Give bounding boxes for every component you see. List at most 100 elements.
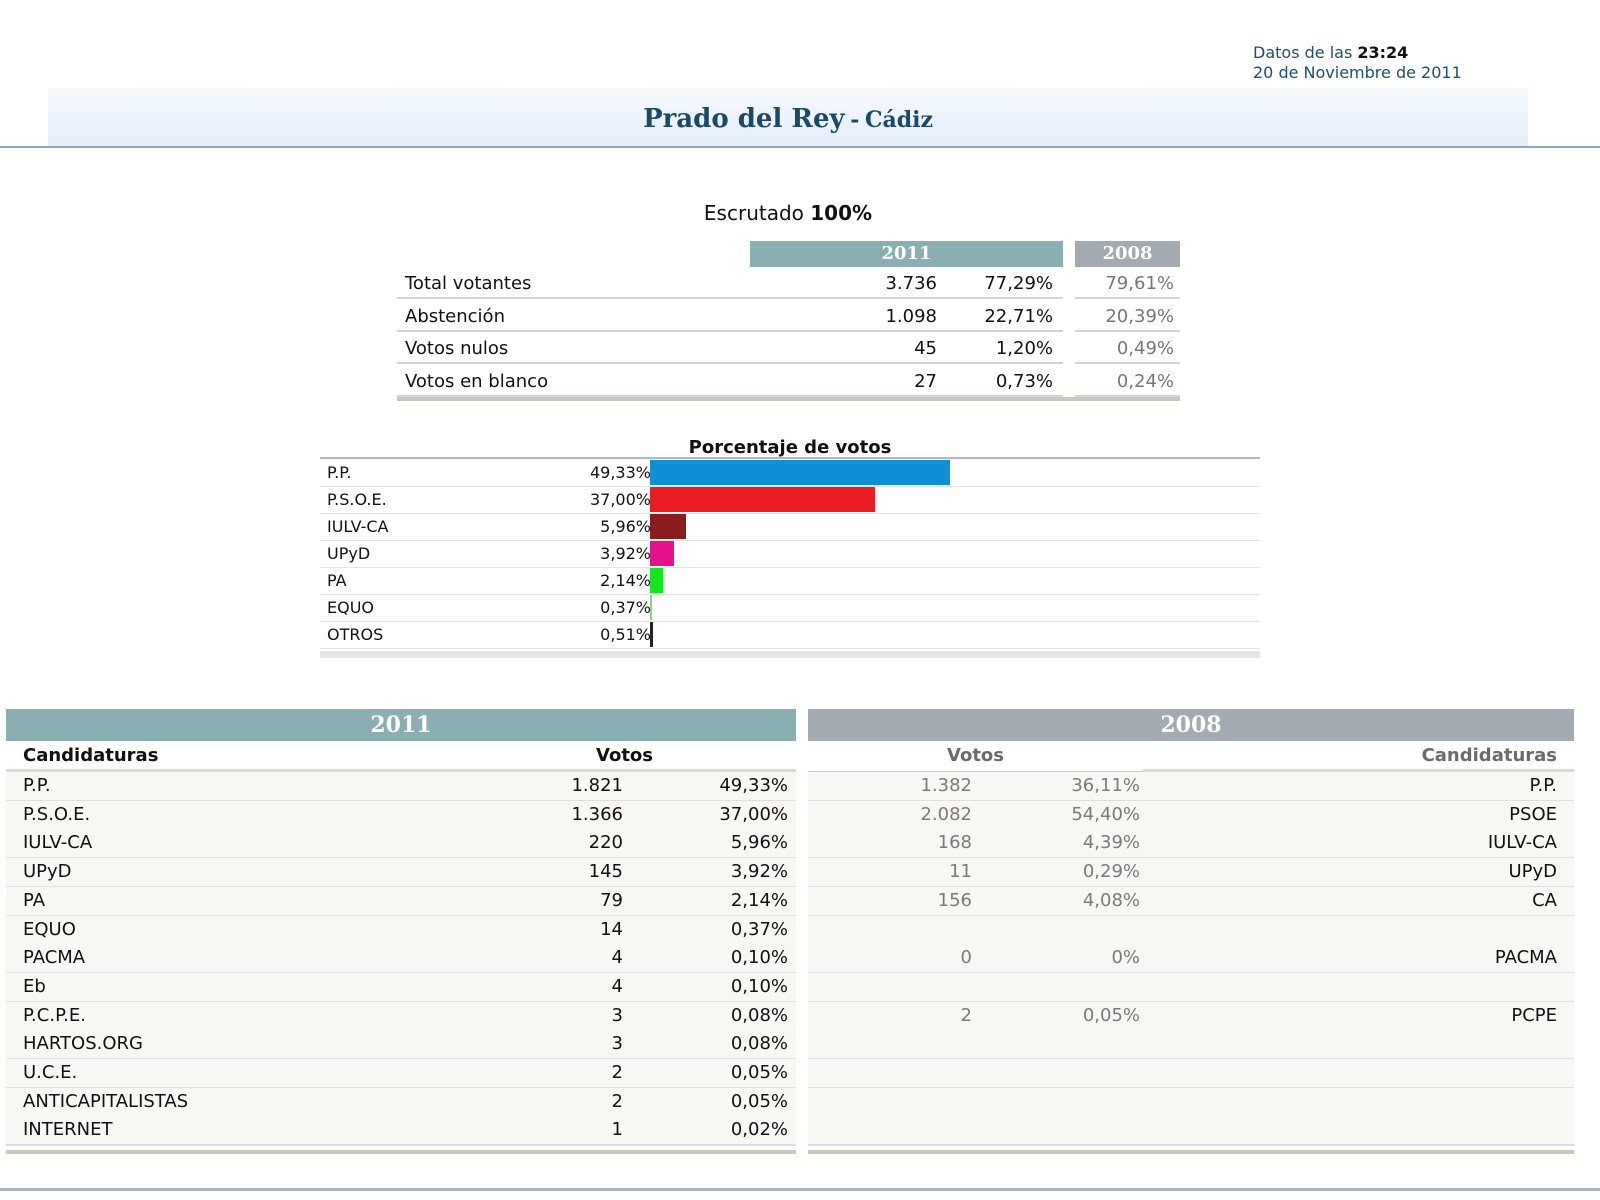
candidate-name-2008: PCPE bbox=[1511, 1004, 1557, 1026]
chart-party-label: PA bbox=[327, 571, 347, 590]
candidate-votes-2008: 2 bbox=[960, 1004, 972, 1026]
row-rule bbox=[1075, 329, 1180, 332]
chart-percent-label: 0,37% bbox=[600, 598, 651, 617]
chart-row: IULV-CA 5,96% bbox=[320, 513, 1260, 541]
candidate-votes-2008: 2.082 bbox=[920, 803, 972, 825]
candidate-row-2008: 168 4,39% IULV-CA bbox=[808, 829, 1574, 860]
candidate-row-2011: INTERNET 1 0,02% bbox=[6, 1116, 796, 1147]
candidate-percent: 5,96% bbox=[730, 832, 788, 854]
candidate-percent: 0,08% bbox=[730, 1033, 788, 1055]
candidate-percent: 0,08% bbox=[730, 1004, 788, 1026]
col-candidatures-2011: Candidaturas bbox=[23, 745, 159, 766]
candidate-votes: 2 bbox=[611, 1062, 623, 1083]
row-rule bbox=[397, 329, 1063, 332]
candidate-row-2008 bbox=[808, 1030, 1574, 1061]
candidate-votes: 145 bbox=[588, 861, 623, 883]
candidate-percent: 2,14% bbox=[730, 889, 788, 911]
candidate-name: P.C.P.E. bbox=[23, 1004, 86, 1026]
candidate-row-2011: P.P. 1.821 49,33% bbox=[6, 772, 796, 802]
col-candidatures-2008: Candidaturas bbox=[1421, 745, 1557, 766]
candidates-2008-bottom-rule bbox=[808, 1150, 1574, 1154]
candidate-percent-2008: 4,08% bbox=[1082, 889, 1140, 911]
candidate-row-2011: PA 79 2,14% bbox=[6, 886, 796, 917]
candidate-row-2011: PACMA 4 0,10% bbox=[6, 944, 796, 975]
update-info: Datos de las 23:24 20 de Noviembre de 20… bbox=[1253, 43, 1462, 83]
row-rule bbox=[1075, 394, 1180, 397]
candidate-row-2008: 2.082 54,40% PSOE bbox=[808, 800, 1574, 831]
candidate-name: Eb bbox=[23, 975, 46, 997]
candidate-name-2008: P.P. bbox=[1529, 775, 1557, 796]
candidate-name-2008: IULV-CA bbox=[1487, 832, 1557, 854]
summary-previous-percent: 79,61% bbox=[1105, 273, 1174, 294]
title-divider bbox=[0, 146, 1600, 148]
chart-percent-label: 2,14% bbox=[600, 571, 651, 590]
candidate-name: U.C.E. bbox=[23, 1062, 78, 1083]
candidates-header-2011: 2011 bbox=[6, 709, 796, 741]
province-name: Cádiz bbox=[864, 107, 933, 133]
summary-row: Votos nulos 45 1,20% 0,49% bbox=[397, 333, 1180, 364]
title-separator: - bbox=[850, 107, 860, 133]
chart-row: UPyD 3,92% bbox=[320, 540, 1260, 568]
candidate-row-2008: 156 4,08% CA bbox=[808, 886, 1574, 917]
chart-bar bbox=[650, 514, 687, 539]
candidate-row-2008 bbox=[808, 1087, 1574, 1118]
row-rule bbox=[1075, 297, 1180, 299]
candidate-percent-2008: 36,11% bbox=[1071, 775, 1140, 796]
candidate-percent: 0,37% bbox=[730, 918, 788, 940]
candidate-name-2008: PACMA bbox=[1494, 947, 1557, 969]
candidate-votes: 220 bbox=[588, 832, 623, 854]
candidate-row-2011: U.C.E. 2 0,05% bbox=[6, 1059, 796, 1089]
candidate-votes: 1.366 bbox=[571, 803, 623, 825]
summary-number: 1.098 bbox=[885, 305, 937, 327]
row-rule bbox=[397, 297, 1063, 299]
candidate-votes: 3 bbox=[611, 1033, 623, 1055]
candidate-votes: 2 bbox=[611, 1090, 623, 1112]
summary-label: Votos en blanco bbox=[405, 370, 549, 392]
candidate-percent: 0,02% bbox=[730, 1119, 788, 1141]
chart-party-label: EQUO bbox=[327, 598, 375, 617]
candidate-name: P.S.O.E. bbox=[23, 803, 91, 825]
candidate-votes-2008: 1.382 bbox=[920, 775, 972, 796]
summary-header-2008: 2008 bbox=[1075, 241, 1180, 267]
candidate-percent-2008: 0,29% bbox=[1082, 861, 1140, 883]
candidate-votes: 4 bbox=[611, 947, 623, 969]
summary-percent: 1,20% bbox=[995, 338, 1053, 359]
col-votes-2011: Votos bbox=[596, 745, 653, 766]
chart-percent-label: 3,92% bbox=[600, 544, 651, 563]
chart-bar bbox=[650, 541, 674, 566]
chart-party-label: P.S.O.E. bbox=[327, 490, 387, 509]
candidate-percent: 0,10% bbox=[730, 975, 788, 997]
candidate-row-2011: UPyD 145 3,92% bbox=[6, 858, 796, 889]
chart-party-label: OTROS bbox=[327, 625, 384, 644]
chart-percent-label: 0,51% bbox=[600, 625, 651, 644]
candidate-percent: 0,05% bbox=[730, 1090, 788, 1112]
summary-label: Abstención bbox=[405, 305, 505, 327]
candidate-votes: 1 bbox=[611, 1119, 623, 1141]
update-prefix: Datos de las bbox=[1253, 43, 1353, 62]
chart-bar bbox=[650, 487, 875, 512]
chart-row: OTROS 0,51% bbox=[320, 621, 1260, 649]
candidate-name-2008: CA bbox=[1532, 889, 1557, 911]
candidate-row-2011: EQUO 14 0,37% bbox=[6, 915, 796, 946]
candidate-percent: 37,00% bbox=[719, 803, 788, 825]
chart-top-rule bbox=[320, 457, 1260, 459]
candidate-name: PA bbox=[23, 889, 46, 911]
update-date: 20 de Noviembre de 2011 bbox=[1253, 63, 1462, 82]
chart-percent-label: 5,96% bbox=[600, 517, 651, 536]
chart-row: EQUO 0,37% bbox=[320, 594, 1260, 622]
candidate-votes-2008: 0 bbox=[960, 947, 972, 969]
candidate-votes: 14 bbox=[600, 918, 623, 940]
candidate-name: ANTICAPITALISTAS bbox=[23, 1090, 189, 1112]
candidate-row-2008: 2 0,05% PCPE bbox=[808, 1001, 1574, 1032]
candidate-row-2008 bbox=[808, 972, 1574, 1003]
candidate-votes: 1.821 bbox=[571, 775, 623, 796]
row-rule bbox=[397, 362, 1063, 364]
summary-label: Votos nulos bbox=[405, 338, 509, 359]
candidate-votes: 79 bbox=[600, 889, 623, 911]
candidates-2011-bottom-rule bbox=[6, 1150, 796, 1154]
candidate-name: EQUO bbox=[23, 918, 76, 940]
candidate-row-2011: ANTICAPITALISTAS 2 0,05% bbox=[6, 1087, 796, 1118]
page-title: Prado del Rey - Cádiz bbox=[0, 104, 1576, 134]
candidate-row-2011: P.C.P.E. 3 0,08% bbox=[6, 1001, 796, 1032]
candidate-name: HARTOS.ORG bbox=[23, 1033, 143, 1055]
